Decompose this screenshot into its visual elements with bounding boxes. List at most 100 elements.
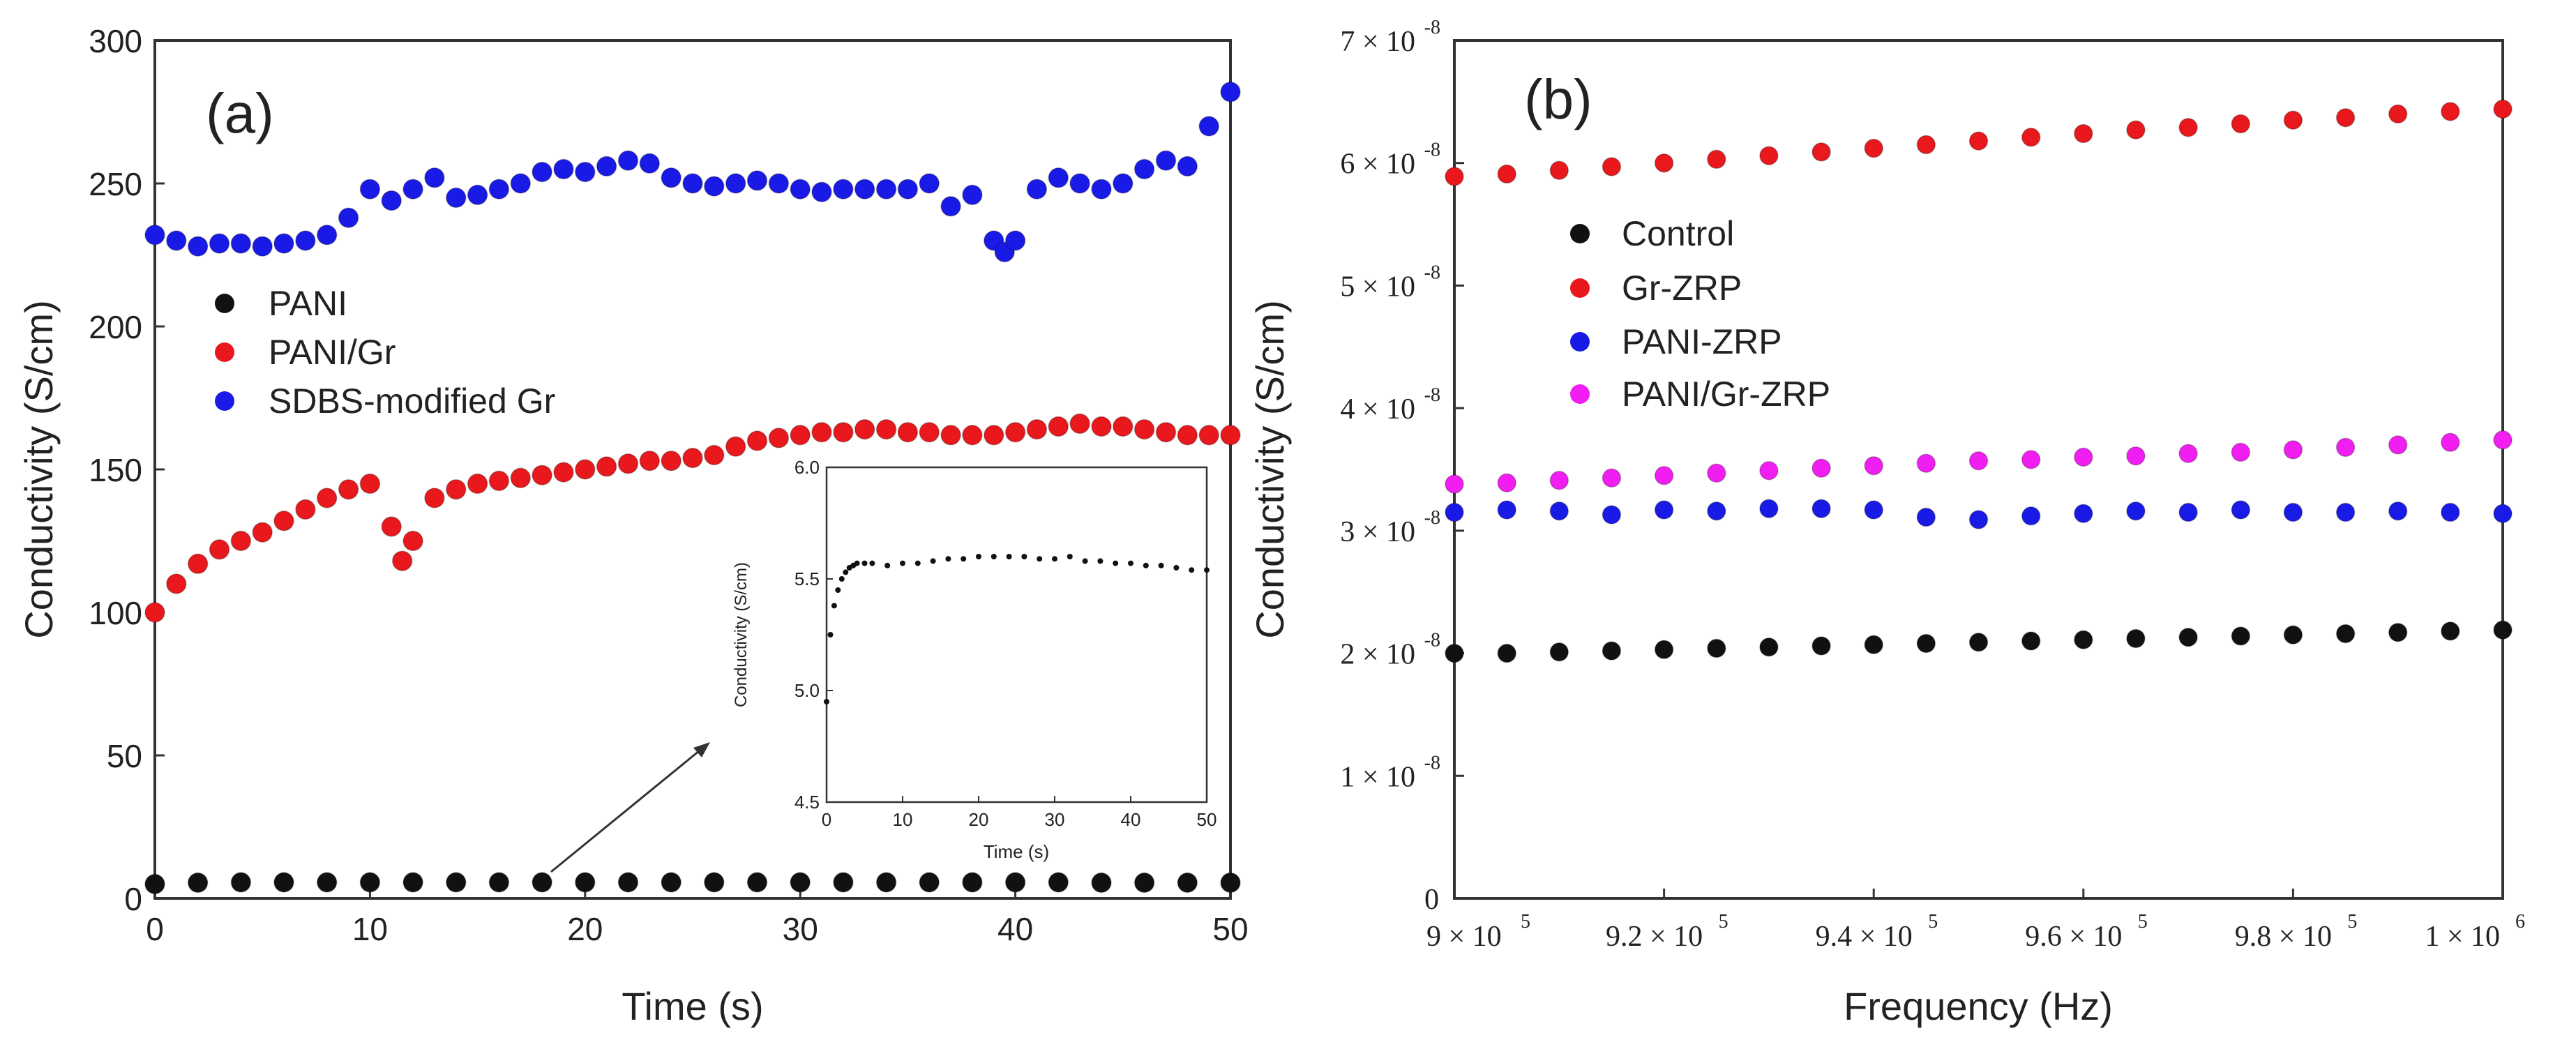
- data-point-pani-gr-zrp: [2493, 430, 2513, 450]
- inset-data-point-pani: [824, 699, 829, 704]
- panel-a-y-tick-label: 50: [107, 738, 142, 774]
- data-point-pani-gr: [617, 453, 639, 474]
- panel-a-x-tick-label: 10: [352, 911, 388, 947]
- panel-b-y-tick-exponent: -8: [1424, 630, 1440, 651]
- data-point-gr-zrp: [1812, 142, 1831, 162]
- data-point-pani-gr: [209, 539, 230, 560]
- data-point-pani: [833, 872, 854, 893]
- data-point-control: [2021, 631, 2041, 651]
- data-point-pani: [1220, 872, 1241, 893]
- panel-b-y-tick-label: 0: [1424, 884, 1439, 916]
- data-point-pani-gr: [510, 467, 532, 489]
- data-point-sdbs-modified-gr: [532, 161, 552, 183]
- panel-b-x-tick-exponent: 5: [1928, 911, 1938, 933]
- data-point-pani: [532, 872, 552, 893]
- data-point-sdbs-modified-gr: [1220, 82, 1241, 103]
- data-point-sdbs-modified-gr: [295, 230, 316, 251]
- panel-b-y-tick-label: 1 × 10: [1340, 761, 1415, 793]
- panel-a-x-tick-label: 30: [783, 911, 818, 947]
- panel-a-y-tick-label: 300: [89, 23, 142, 59]
- legend-marker-pani: [215, 294, 234, 313]
- series-pani-gr-zrp: [1445, 430, 2513, 494]
- inset-data-point-pani: [930, 558, 936, 564]
- data-point-pani-gr: [467, 473, 488, 495]
- data-point-sdbs-modified-gr: [768, 173, 790, 194]
- data-point-pani-gr-zrp: [2178, 444, 2198, 463]
- data-point-pani-zrp: [1549, 501, 1569, 521]
- data-point-pani-gr: [704, 444, 725, 466]
- inset-data-point-pani: [854, 560, 860, 566]
- panel-b-x-tick-label: 1 × 10: [2425, 921, 2500, 953]
- series-pani-zrp: [1445, 499, 2513, 529]
- inset-pointer-arrowhead: [693, 742, 710, 757]
- legend-marker-pani-zrp: [1570, 332, 1590, 352]
- inset-data-point-pani: [838, 576, 845, 582]
- data-point-pani-gr: [1026, 418, 1048, 440]
- panel-a-y-ticks: 0 50 100 150 200 250 300: [89, 23, 165, 917]
- data-point-pani: [575, 872, 596, 893]
- data-point-sdbs-modified-gr: [875, 179, 897, 199]
- legend-marker-control: [1570, 224, 1590, 243]
- inset-data-point-pani: [831, 603, 837, 609]
- panel-a-inset: 4.5 5.0 5.5 6.0 0 10 20 30 40 50 Time (s) Conduc…: [732, 457, 1217, 862]
- data-point-control: [2493, 620, 2513, 640]
- data-point-pani-gr-zrp: [1549, 471, 1569, 490]
- panel-a-x-tick-label: 50: [1212, 911, 1248, 947]
- data-point-pani-gr: [1004, 421, 1026, 443]
- data-point-control: [1549, 642, 1569, 662]
- data-point-pani: [359, 872, 381, 893]
- data-point-sdbs-modified-gr: [338, 207, 359, 228]
- data-point-pani: [875, 872, 897, 893]
- data-point-pani-zrp: [2021, 506, 2041, 526]
- data-point-pani-gr: [596, 456, 617, 477]
- inset-data-point-pani: [1006, 554, 1012, 559]
- data-point-pani-gr-zrp: [2126, 446, 2146, 466]
- panel-b-y-tick-label: 7 × 10: [1340, 26, 1415, 58]
- data-point-gr-zrp: [2231, 114, 2251, 134]
- panel-b-x-tick-exponent: 5: [1719, 911, 1728, 933]
- inset-x-tick-label: 20: [969, 809, 989, 830]
- data-point-sdbs-modified-gr: [273, 233, 294, 254]
- data-point-gr-zrp: [2335, 107, 2356, 128]
- data-point-pani-gr: [391, 550, 413, 571]
- inset-data-point-pani: [861, 560, 868, 566]
- data-point-sdbs-modified-gr: [1133, 158, 1155, 180]
- data-point-gr-zrp: [2283, 110, 2303, 130]
- data-point-pani-zrp: [2074, 504, 2093, 524]
- data-point-sdbs-modified-gr: [1091, 179, 1112, 199]
- data-point-pani-gr: [446, 478, 467, 500]
- panel-b-x-tick-label: 9.2 × 10: [1606, 921, 1703, 953]
- data-point-pani-zrp: [1812, 499, 1831, 518]
- panel-b-x-tick-label: 9.4 × 10: [1816, 921, 1913, 953]
- data-point-pani-gr: [144, 602, 165, 623]
- legend-marker-pani-gr-zrp: [1570, 384, 1590, 404]
- data-point-sdbs-modified-gr: [553, 158, 574, 180]
- panel-a-y-axis-label: Conductivity (S/cm): [17, 300, 61, 638]
- data-point-sdbs-modified-gr: [596, 156, 617, 177]
- legend-label-sdbs-gr: SDBS-modified Gr: [269, 382, 555, 421]
- data-point-pani-gr: [402, 530, 423, 552]
- data-point-pani-gr: [725, 436, 746, 457]
- panel-b: 01 × 10 -82 × 10 -83 × 10 -84 × 10 -85 × 10-…: [1248, 17, 2525, 1028]
- data-point-pani: [919, 872, 940, 893]
- panel-b-x-tick-label: 9 × 10: [1426, 921, 1502, 953]
- data-point-gr-zrp: [2441, 102, 2460, 121]
- panel-a-x-axis-label: Time (s): [622, 984, 763, 1028]
- data-point-gr-zrp: [2021, 128, 2041, 147]
- data-point-control: [2074, 630, 2093, 649]
- data-point-pani: [661, 872, 681, 893]
- data-point-control: [2126, 628, 2146, 649]
- series-control: [1445, 620, 2513, 663]
- legend-marker-sdbs-gr: [215, 391, 234, 411]
- panel-b-x-tick-exponent: 5: [2347, 911, 2357, 933]
- data-point-sdbs-modified-gr: [639, 153, 661, 174]
- panel-b-y-tick-exponent: -8: [1424, 384, 1440, 406]
- data-point-gr-zrp: [1654, 153, 1674, 173]
- data-point-pani-gr-zrp: [2388, 435, 2408, 455]
- data-point-pani-gr: [532, 465, 552, 485]
- data-point-sdbs-modified-gr: [402, 179, 423, 199]
- data-point-pani-gr: [1155, 421, 1177, 443]
- data-point-gr-zrp: [1549, 160, 1569, 181]
- data-point-pani-zrp: [1968, 510, 1989, 529]
- panel-b-x-tick-label: 9.6 × 10: [2025, 921, 2122, 953]
